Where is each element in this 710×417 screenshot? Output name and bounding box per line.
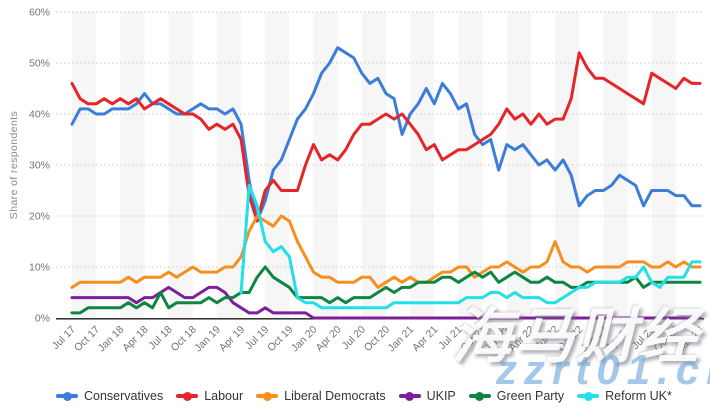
y-tick-label: 20% bbox=[29, 211, 50, 223]
x-tick-label: Jan 19 bbox=[192, 324, 223, 355]
x-tick-label: Jan 24 bbox=[675, 324, 706, 355]
y-tick-label: 30% bbox=[29, 160, 50, 172]
legend-marker-labour bbox=[176, 391, 199, 401]
y-tick-label: 10% bbox=[29, 262, 50, 274]
legend-item-conservatives[interactable]: Conservatives bbox=[56, 389, 163, 403]
legend-label-labour: Labour bbox=[204, 389, 244, 403]
legend-label-reform-uk: Reform UK* bbox=[605, 389, 672, 403]
x-tick-label: Apr 18 bbox=[120, 324, 150, 354]
legend-label-conservatives: Conservatives bbox=[84, 389, 164, 403]
legend-marker-liberal-democrats bbox=[256, 391, 279, 401]
x-tick-label: Apr 23 bbox=[603, 324, 633, 354]
legend-item-ukip[interactable]: UKIP bbox=[398, 389, 456, 403]
plot-band bbox=[506, 12, 531, 318]
x-tick-label: Jan 22 bbox=[482, 324, 513, 355]
plot-band bbox=[313, 12, 338, 318]
x-tick-label: Jan 20 bbox=[289, 324, 320, 355]
chart-legend: Conservatives Labour Liberal Democrats UKIP… bbox=[56, 389, 672, 403]
y-axis-title: Share of respondents bbox=[8, 110, 20, 220]
legend-marker-green-party bbox=[468, 391, 491, 401]
y-tick-label: 0% bbox=[35, 313, 50, 325]
legend-marker-ukip bbox=[398, 391, 421, 401]
x-tick-label: Jan 23 bbox=[579, 324, 610, 355]
plot-band bbox=[410, 12, 435, 318]
legend-marker-reform-uk bbox=[577, 391, 600, 401]
legend-item-green-party[interactable]: Green Party bbox=[468, 389, 565, 403]
series-line-labour bbox=[70, 51, 702, 223]
legend-label-green-party: Green Party bbox=[496, 389, 565, 403]
x-tick-label: Apr 20 bbox=[313, 324, 343, 354]
x-tick-label: Apr 21 bbox=[410, 324, 440, 354]
series-line-reform-uk bbox=[239, 183, 702, 310]
legend-item-reform-uk[interactable]: Reform UK* bbox=[577, 389, 672, 403]
series-line-liberal-democrats bbox=[70, 214, 702, 289]
x-tick-label: Jan 18 bbox=[96, 324, 127, 355]
plot-band bbox=[603, 12, 628, 318]
legend-label-ukip: UKIP bbox=[426, 389, 456, 403]
legend-item-labour[interactable]: Labour bbox=[176, 389, 243, 403]
plot-band bbox=[361, 12, 386, 318]
legend-item-liberal-democrats[interactable]: Liberal Democrats bbox=[256, 389, 386, 403]
y-tick-label: 50% bbox=[29, 58, 50, 70]
y-tick-label: 40% bbox=[29, 109, 50, 121]
y-tick-label: 60% bbox=[29, 7, 50, 19]
x-tick-label: Apr 19 bbox=[217, 324, 247, 354]
series-line-ukip bbox=[70, 285, 702, 320]
legend-marker-conservatives bbox=[56, 391, 78, 401]
series-line-conservatives bbox=[70, 46, 702, 223]
x-tick-label: Jan 21 bbox=[385, 324, 416, 355]
x-tick-label: Apr 22 bbox=[507, 324, 537, 354]
legend-label-liberal-democrats: Liberal Democrats bbox=[284, 389, 386, 403]
